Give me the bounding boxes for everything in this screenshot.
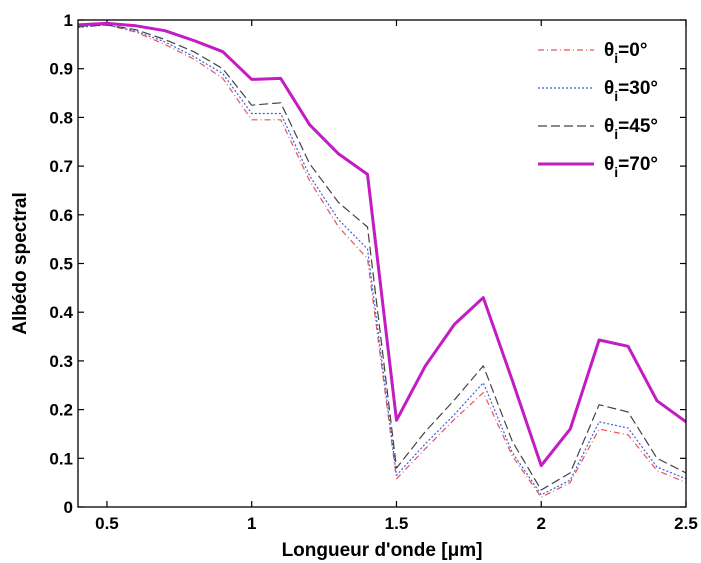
legend-label-3: θi=70°	[604, 154, 658, 180]
y-tick-label: 0.2	[49, 401, 73, 420]
series-line-1	[77, 24, 687, 496]
y-tick-label: 0.3	[49, 352, 73, 371]
y-tick-label: 0.1	[49, 449, 73, 468]
series-line-3	[77, 21, 687, 468]
legend-label-0: θi=0°	[604, 40, 647, 66]
x-axis-title: Longueur d'onde [μm]	[282, 540, 483, 561]
y-tick-label: 0.9	[49, 60, 73, 79]
legend: θi=0° θi=30° θi=45° θi=70°	[538, 40, 658, 180]
y-tick-label: 0	[64, 498, 73, 517]
y-ticks: 0 0.1 0.2 0.3 0.4 0.5 0.6 0.7 0.8 0.9 1	[49, 11, 686, 517]
x-tick-label: 2	[537, 514, 546, 533]
y-tick-label: 1	[64, 11, 73, 30]
y-tick-label: 0.6	[49, 206, 73, 225]
series-lines	[77, 21, 687, 498]
series-line-0	[77, 24, 687, 498]
legend-label-2: θi=45°	[604, 116, 658, 142]
y-tick-label: 0.7	[49, 157, 73, 176]
y-tick-label: 0.4	[49, 303, 73, 322]
y-tick-label: 0.5	[49, 255, 73, 274]
legend-label-1: θi=30°	[604, 78, 658, 104]
x-tick-label: 1	[247, 514, 256, 533]
x-tick-label: 2.5	[674, 514, 698, 533]
x-tick-label: 0.5	[95, 514, 119, 533]
series-line-2	[77, 24, 687, 491]
x-tick-label: 1.5	[385, 514, 409, 533]
plot-frame	[77, 19, 687, 508]
y-tick-label: 0.8	[49, 108, 73, 127]
y-axis-title: Albédo spectral	[10, 192, 31, 335]
